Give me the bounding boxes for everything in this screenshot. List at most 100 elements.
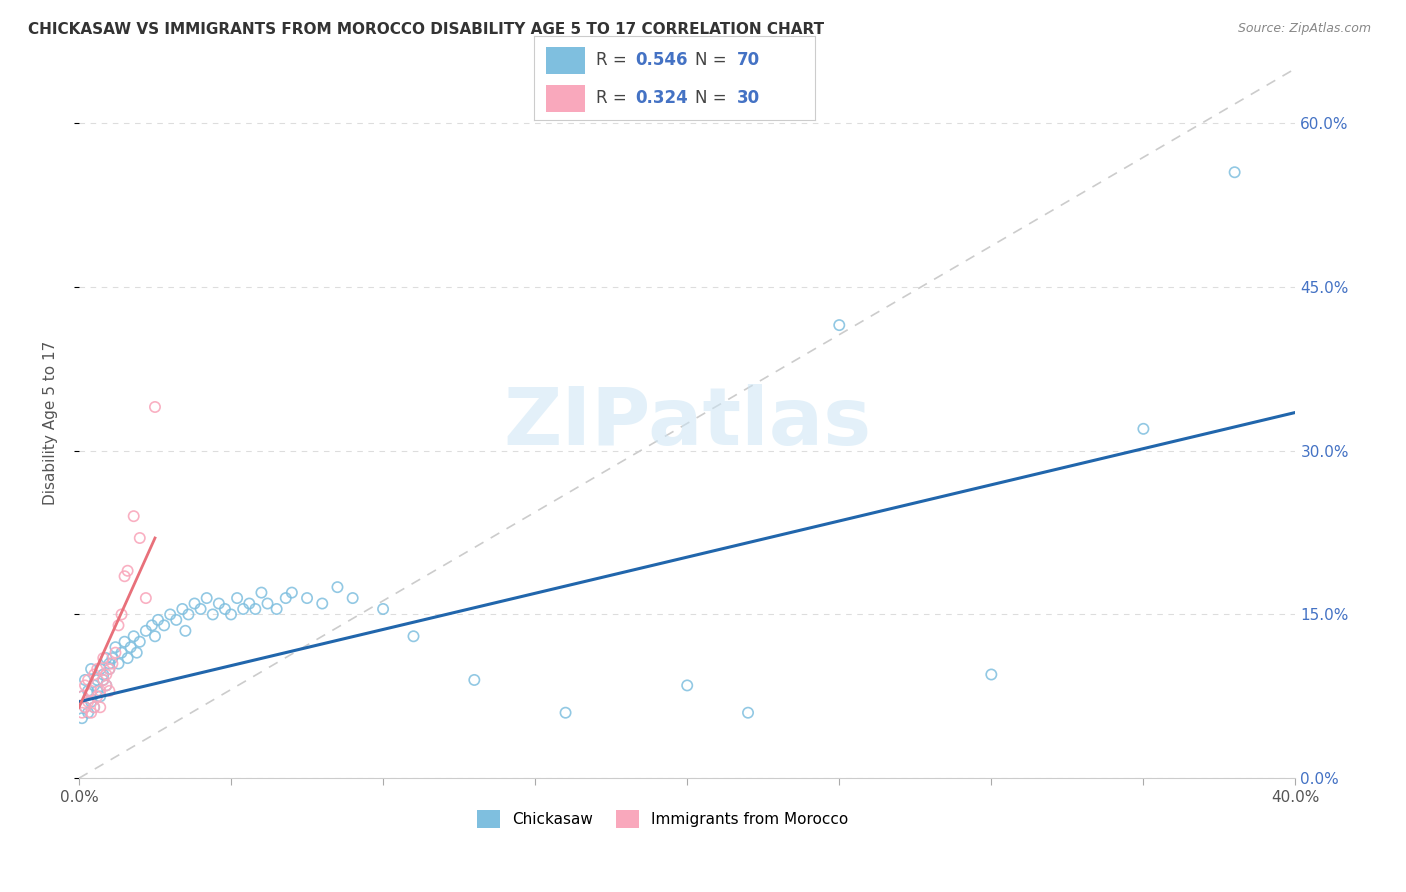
Point <box>245 602 267 616</box>
Point <box>266 602 288 616</box>
Point <box>83 700 105 714</box>
Point <box>135 591 157 605</box>
Point <box>96 667 118 681</box>
Point <box>208 597 231 611</box>
Point <box>104 640 127 655</box>
Point <box>676 678 699 692</box>
Point <box>77 684 100 698</box>
Point <box>96 651 118 665</box>
Point <box>117 564 139 578</box>
Point <box>141 618 163 632</box>
Point <box>77 695 100 709</box>
Point <box>117 651 139 665</box>
Point <box>114 569 136 583</box>
Point <box>153 618 176 632</box>
Point <box>281 585 304 599</box>
Point <box>89 690 111 704</box>
Point <box>80 662 103 676</box>
Point <box>214 602 236 616</box>
Point <box>83 678 105 692</box>
Point <box>70 711 93 725</box>
Point <box>91 673 114 687</box>
Point <box>980 667 1002 681</box>
Point <box>98 657 121 671</box>
FancyBboxPatch shape <box>546 46 585 74</box>
Point <box>101 657 124 671</box>
Point <box>73 700 96 714</box>
Point <box>83 667 105 681</box>
Point <box>104 646 127 660</box>
Point <box>342 591 364 605</box>
Point <box>128 634 150 648</box>
Text: Source: ZipAtlas.com: Source: ZipAtlas.com <box>1237 22 1371 36</box>
Point <box>70 690 93 704</box>
Point <box>86 690 108 704</box>
Text: ZIPatlas: ZIPatlas <box>503 384 872 462</box>
Point <box>101 651 124 665</box>
Point <box>1223 165 1246 179</box>
Point <box>80 684 103 698</box>
Text: 0.546: 0.546 <box>636 51 688 69</box>
Point <box>77 673 100 687</box>
Point <box>86 662 108 676</box>
Point <box>96 678 118 692</box>
Point <box>828 318 851 332</box>
Point <box>110 646 132 660</box>
Point <box>107 657 129 671</box>
Text: R =: R = <box>596 89 633 107</box>
Point <box>98 662 121 676</box>
Point <box>89 700 111 714</box>
Point <box>238 597 260 611</box>
Point <box>554 706 576 720</box>
Point <box>165 613 187 627</box>
Point <box>143 629 166 643</box>
Point <box>73 700 96 714</box>
Point <box>250 585 273 599</box>
Point <box>371 602 394 616</box>
Point <box>91 667 114 681</box>
Point <box>86 684 108 698</box>
Text: R =: R = <box>596 51 633 69</box>
Point <box>91 651 114 665</box>
Point <box>159 607 181 622</box>
Text: CHICKASAW VS IMMIGRANTS FROM MOROCCO DISABILITY AGE 5 TO 17 CORRELATION CHART: CHICKASAW VS IMMIGRANTS FROM MOROCCO DIS… <box>28 22 824 37</box>
Point <box>232 602 254 616</box>
Point <box>122 509 145 524</box>
Point <box>463 673 485 687</box>
Point <box>83 700 105 714</box>
Point <box>135 624 157 638</box>
Point <box>143 400 166 414</box>
Point <box>1132 422 1154 436</box>
Text: N =: N = <box>695 89 731 107</box>
Point <box>73 678 96 692</box>
FancyBboxPatch shape <box>546 85 585 112</box>
Point <box>70 706 93 720</box>
Y-axis label: Disability Age 5 to 17: Disability Age 5 to 17 <box>44 342 58 506</box>
Text: 30: 30 <box>737 89 759 107</box>
Point <box>737 706 759 720</box>
Point <box>70 690 93 704</box>
Point <box>295 591 318 605</box>
Text: 0.324: 0.324 <box>636 89 689 107</box>
Legend: Chickasaw, Immigrants from Morocco: Chickasaw, Immigrants from Morocco <box>471 804 855 834</box>
Point <box>125 646 148 660</box>
Point <box>77 706 100 720</box>
Point <box>89 662 111 676</box>
Point <box>183 597 205 611</box>
Point <box>177 607 200 622</box>
Point <box>114 634 136 648</box>
Point <box>226 591 249 605</box>
Point <box>120 640 142 655</box>
Point <box>146 613 169 627</box>
Point <box>91 673 114 687</box>
Point <box>172 602 194 616</box>
Point <box>219 607 242 622</box>
Point <box>73 673 96 687</box>
Point <box>107 618 129 632</box>
Point <box>326 580 349 594</box>
Point <box>195 591 218 605</box>
Point <box>86 673 108 687</box>
Point <box>98 684 121 698</box>
Point <box>174 624 197 638</box>
Point <box>80 695 103 709</box>
